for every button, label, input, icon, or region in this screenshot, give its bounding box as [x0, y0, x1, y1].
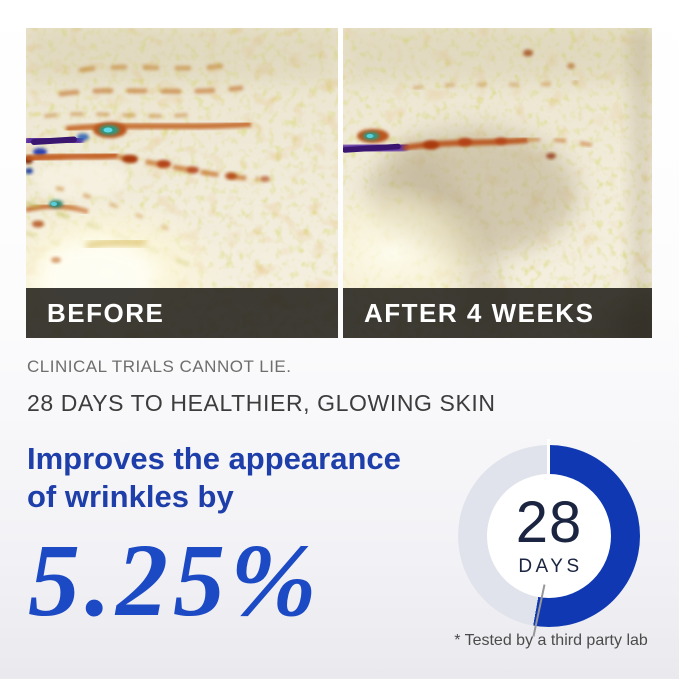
eyebrow-text: CLINICAL TRIALS CANNOT LIE.: [27, 357, 292, 376]
after-photo: AFTER 4 WEEKS: [343, 28, 652, 338]
stat-lead-line1: Improves the appearance: [27, 441, 401, 476]
donut-hole: 28 DAYS: [487, 474, 611, 598]
skin-texture-after-image: [343, 28, 652, 338]
days-progress-donut-chart: 28 DAYS: [458, 439, 640, 637]
stat-value-text: 5.25%: [28, 523, 322, 638]
stat-lead-line2: of wrinkles by: [27, 479, 234, 514]
headline-text: 28 DAYS TO HEALTHIER, GLOWING SKIN: [27, 390, 496, 416]
before-label-bar: BEFORE: [26, 288, 338, 338]
footnote-text: * Tested by a third party lab: [454, 632, 648, 649]
before-label: BEFORE: [47, 297, 165, 328]
donut-center-unit: DAYS: [518, 556, 583, 577]
skin-texture-before-image: [26, 28, 338, 338]
before-photo: BEFORE: [26, 28, 338, 338]
after-label-bar: AFTER 4 WEEKS: [343, 288, 652, 338]
stat-lead-text: Improves the appearance of wrinkles by: [27, 440, 401, 516]
after-label: AFTER 4 WEEKS: [364, 297, 595, 328]
donut-start-tick: [547, 439, 550, 481]
donut-center-value: 28: [515, 490, 583, 555]
